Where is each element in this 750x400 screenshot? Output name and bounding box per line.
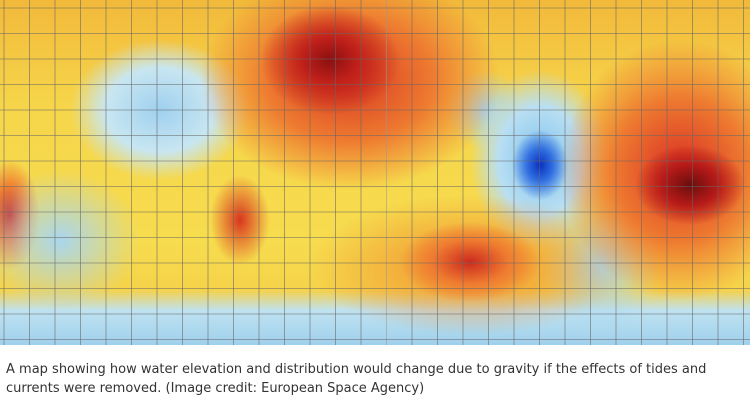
map-grid [0,0,750,345]
image-caption: A map showing how water elevation and di… [6,362,707,396]
gravity-sea-level-map [0,0,750,345]
